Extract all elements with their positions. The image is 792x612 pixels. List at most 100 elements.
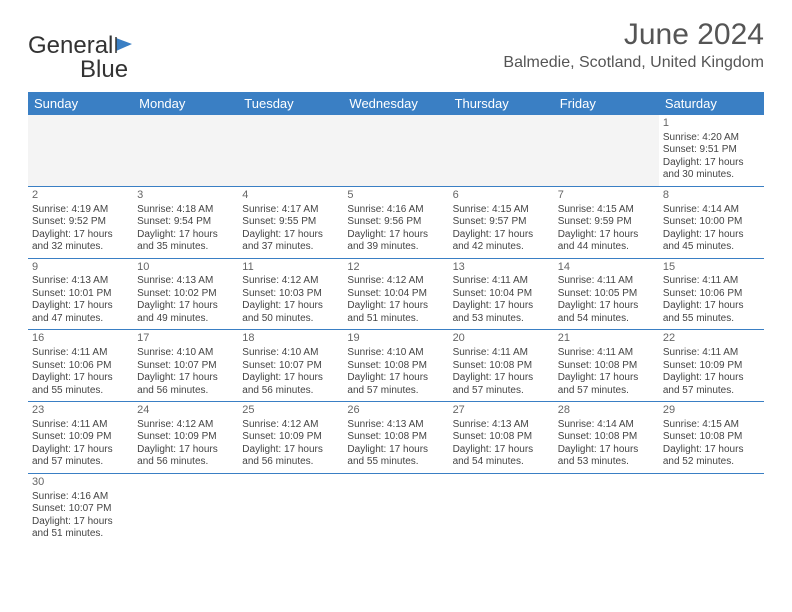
day-number: 5 bbox=[347, 189, 444, 203]
daylight-text: Daylight: 17 hours bbox=[453, 300, 550, 313]
day-number: 18 bbox=[242, 332, 339, 346]
day-number: 13 bbox=[453, 261, 550, 275]
day-number: 30 bbox=[32, 476, 129, 490]
sunset-text: Sunset: 10:01 PM bbox=[32, 288, 129, 301]
sunset-text: Sunset: 10:08 PM bbox=[558, 360, 655, 373]
daylight-text: Daylight: 17 hours bbox=[242, 229, 339, 242]
sunset-text: Sunset: 9:51 PM bbox=[663, 144, 760, 157]
location: Balmedie, Scotland, United Kingdom bbox=[503, 54, 764, 72]
daylight-text: and 30 minutes. bbox=[663, 169, 760, 182]
calendar-cell bbox=[238, 473, 343, 544]
calendar-cell: 4Sunrise: 4:17 AMSunset: 9:55 PMDaylight… bbox=[238, 186, 343, 258]
daylight-text: and 57 minutes. bbox=[32, 456, 129, 469]
day-header-row: Sunday Monday Tuesday Wednesday Thursday… bbox=[28, 92, 764, 115]
flag-icon bbox=[115, 37, 137, 53]
sunrise-text: Sunrise: 4:11 AM bbox=[453, 275, 550, 288]
daylight-text: Daylight: 17 hours bbox=[137, 229, 234, 242]
daylight-text: Daylight: 17 hours bbox=[347, 229, 444, 242]
day-number: 17 bbox=[137, 332, 234, 346]
sunset-text: Sunset: 10:09 PM bbox=[137, 431, 234, 444]
sunset-text: Sunset: 9:55 PM bbox=[242, 216, 339, 229]
day-number: 8 bbox=[663, 189, 760, 203]
daylight-text: Daylight: 17 hours bbox=[137, 300, 234, 313]
calendar-week: 16Sunrise: 4:11 AMSunset: 10:06 PMDaylig… bbox=[28, 330, 764, 402]
calendar-cell bbox=[449, 115, 554, 186]
daylight-text: Daylight: 17 hours bbox=[32, 444, 129, 457]
sunset-text: Sunset: 10:09 PM bbox=[663, 360, 760, 373]
day-number: 14 bbox=[558, 261, 655, 275]
sunrise-text: Sunrise: 4:16 AM bbox=[32, 491, 129, 504]
day-header: Tuesday bbox=[238, 92, 343, 115]
daylight-text: Daylight: 17 hours bbox=[453, 444, 550, 457]
daylight-text: Daylight: 17 hours bbox=[32, 516, 129, 529]
daylight-text: and 50 minutes. bbox=[242, 313, 339, 326]
daylight-text: and 42 minutes. bbox=[453, 241, 550, 254]
calendar-cell: 22Sunrise: 4:11 AMSunset: 10:09 PMDaylig… bbox=[659, 330, 764, 402]
day-number: 25 bbox=[242, 404, 339, 418]
sunrise-text: Sunrise: 4:11 AM bbox=[32, 347, 129, 360]
daylight-text: and 54 minutes. bbox=[558, 313, 655, 326]
calendar-cell: 3Sunrise: 4:18 AMSunset: 9:54 PMDaylight… bbox=[133, 186, 238, 258]
month-title: June 2024 bbox=[503, 18, 764, 52]
day-header: Thursday bbox=[449, 92, 554, 115]
daylight-text: and 56 minutes. bbox=[242, 456, 339, 469]
daylight-text: and 56 minutes. bbox=[137, 385, 234, 398]
sunrise-text: Sunrise: 4:17 AM bbox=[242, 204, 339, 217]
sunrise-text: Sunrise: 4:16 AM bbox=[347, 204, 444, 217]
sunrise-text: Sunrise: 4:13 AM bbox=[32, 275, 129, 288]
sunrise-text: Sunrise: 4:20 AM bbox=[663, 132, 760, 145]
day-number: 2 bbox=[32, 189, 129, 203]
calendar-cell bbox=[238, 115, 343, 186]
day-number: 27 bbox=[453, 404, 550, 418]
daylight-text: and 55 minutes. bbox=[663, 313, 760, 326]
logo: General bbox=[28, 18, 137, 60]
calendar-cell: 29Sunrise: 4:15 AMSunset: 10:08 PMDaylig… bbox=[659, 402, 764, 474]
daylight-text: Daylight: 17 hours bbox=[663, 229, 760, 242]
daylight-text: and 55 minutes. bbox=[347, 456, 444, 469]
daylight-text: and 32 minutes. bbox=[32, 241, 129, 254]
sunrise-text: Sunrise: 4:11 AM bbox=[558, 347, 655, 360]
daylight-text: and 53 minutes. bbox=[558, 456, 655, 469]
daylight-text: Daylight: 17 hours bbox=[558, 229, 655, 242]
calendar-cell: 5Sunrise: 4:16 AMSunset: 9:56 PMDaylight… bbox=[343, 186, 448, 258]
daylight-text: Daylight: 17 hours bbox=[453, 372, 550, 385]
logo-text-2: Blue bbox=[80, 56, 128, 83]
calendar-cell: 1Sunrise: 4:20 AMSunset: 9:51 PMDaylight… bbox=[659, 115, 764, 186]
sunrise-text: Sunrise: 4:15 AM bbox=[558, 204, 655, 217]
calendar-cell bbox=[554, 115, 659, 186]
day-number: 15 bbox=[663, 261, 760, 275]
daylight-text: Daylight: 17 hours bbox=[347, 300, 444, 313]
sunset-text: Sunset: 10:07 PM bbox=[137, 360, 234, 373]
sunset-text: Sunset: 10:07 PM bbox=[242, 360, 339, 373]
sunset-text: Sunset: 10:06 PM bbox=[663, 288, 760, 301]
calendar-week: 2Sunrise: 4:19 AMSunset: 9:52 PMDaylight… bbox=[28, 186, 764, 258]
day-number: 23 bbox=[32, 404, 129, 418]
sunrise-text: Sunrise: 4:13 AM bbox=[137, 275, 234, 288]
day-number: 4 bbox=[242, 189, 339, 203]
calendar-cell: 8Sunrise: 4:14 AMSunset: 10:00 PMDayligh… bbox=[659, 186, 764, 258]
daylight-text: and 39 minutes. bbox=[347, 241, 444, 254]
calendar-cell: 11Sunrise: 4:12 AMSunset: 10:03 PMDaylig… bbox=[238, 258, 343, 330]
calendar-cell: 30Sunrise: 4:16 AMSunset: 10:07 PMDaylig… bbox=[28, 473, 133, 544]
sunrise-text: Sunrise: 4:13 AM bbox=[347, 419, 444, 432]
sunrise-text: Sunrise: 4:12 AM bbox=[242, 419, 339, 432]
daylight-text: Daylight: 17 hours bbox=[32, 300, 129, 313]
calendar-cell bbox=[449, 473, 554, 544]
daylight-text: Daylight: 17 hours bbox=[663, 157, 760, 170]
day-header: Saturday bbox=[659, 92, 764, 115]
day-number: 7 bbox=[558, 189, 655, 203]
daylight-text: Daylight: 17 hours bbox=[242, 372, 339, 385]
calendar-cell: 25Sunrise: 4:12 AMSunset: 10:09 PMDaylig… bbox=[238, 402, 343, 474]
sunset-text: Sunset: 10:08 PM bbox=[347, 360, 444, 373]
sunset-text: Sunset: 9:52 PM bbox=[32, 216, 129, 229]
calendar-cell: 21Sunrise: 4:11 AMSunset: 10:08 PMDaylig… bbox=[554, 330, 659, 402]
daylight-text: and 57 minutes. bbox=[558, 385, 655, 398]
calendar-cell bbox=[133, 473, 238, 544]
sunset-text: Sunset: 9:56 PM bbox=[347, 216, 444, 229]
sunrise-text: Sunrise: 4:15 AM bbox=[663, 419, 760, 432]
sunset-text: Sunset: 10:04 PM bbox=[347, 288, 444, 301]
sunset-text: Sunset: 10:02 PM bbox=[137, 288, 234, 301]
day-header: Wednesday bbox=[343, 92, 448, 115]
calendar-cell: 14Sunrise: 4:11 AMSunset: 10:05 PMDaylig… bbox=[554, 258, 659, 330]
calendar-cell: 2Sunrise: 4:19 AMSunset: 9:52 PMDaylight… bbox=[28, 186, 133, 258]
